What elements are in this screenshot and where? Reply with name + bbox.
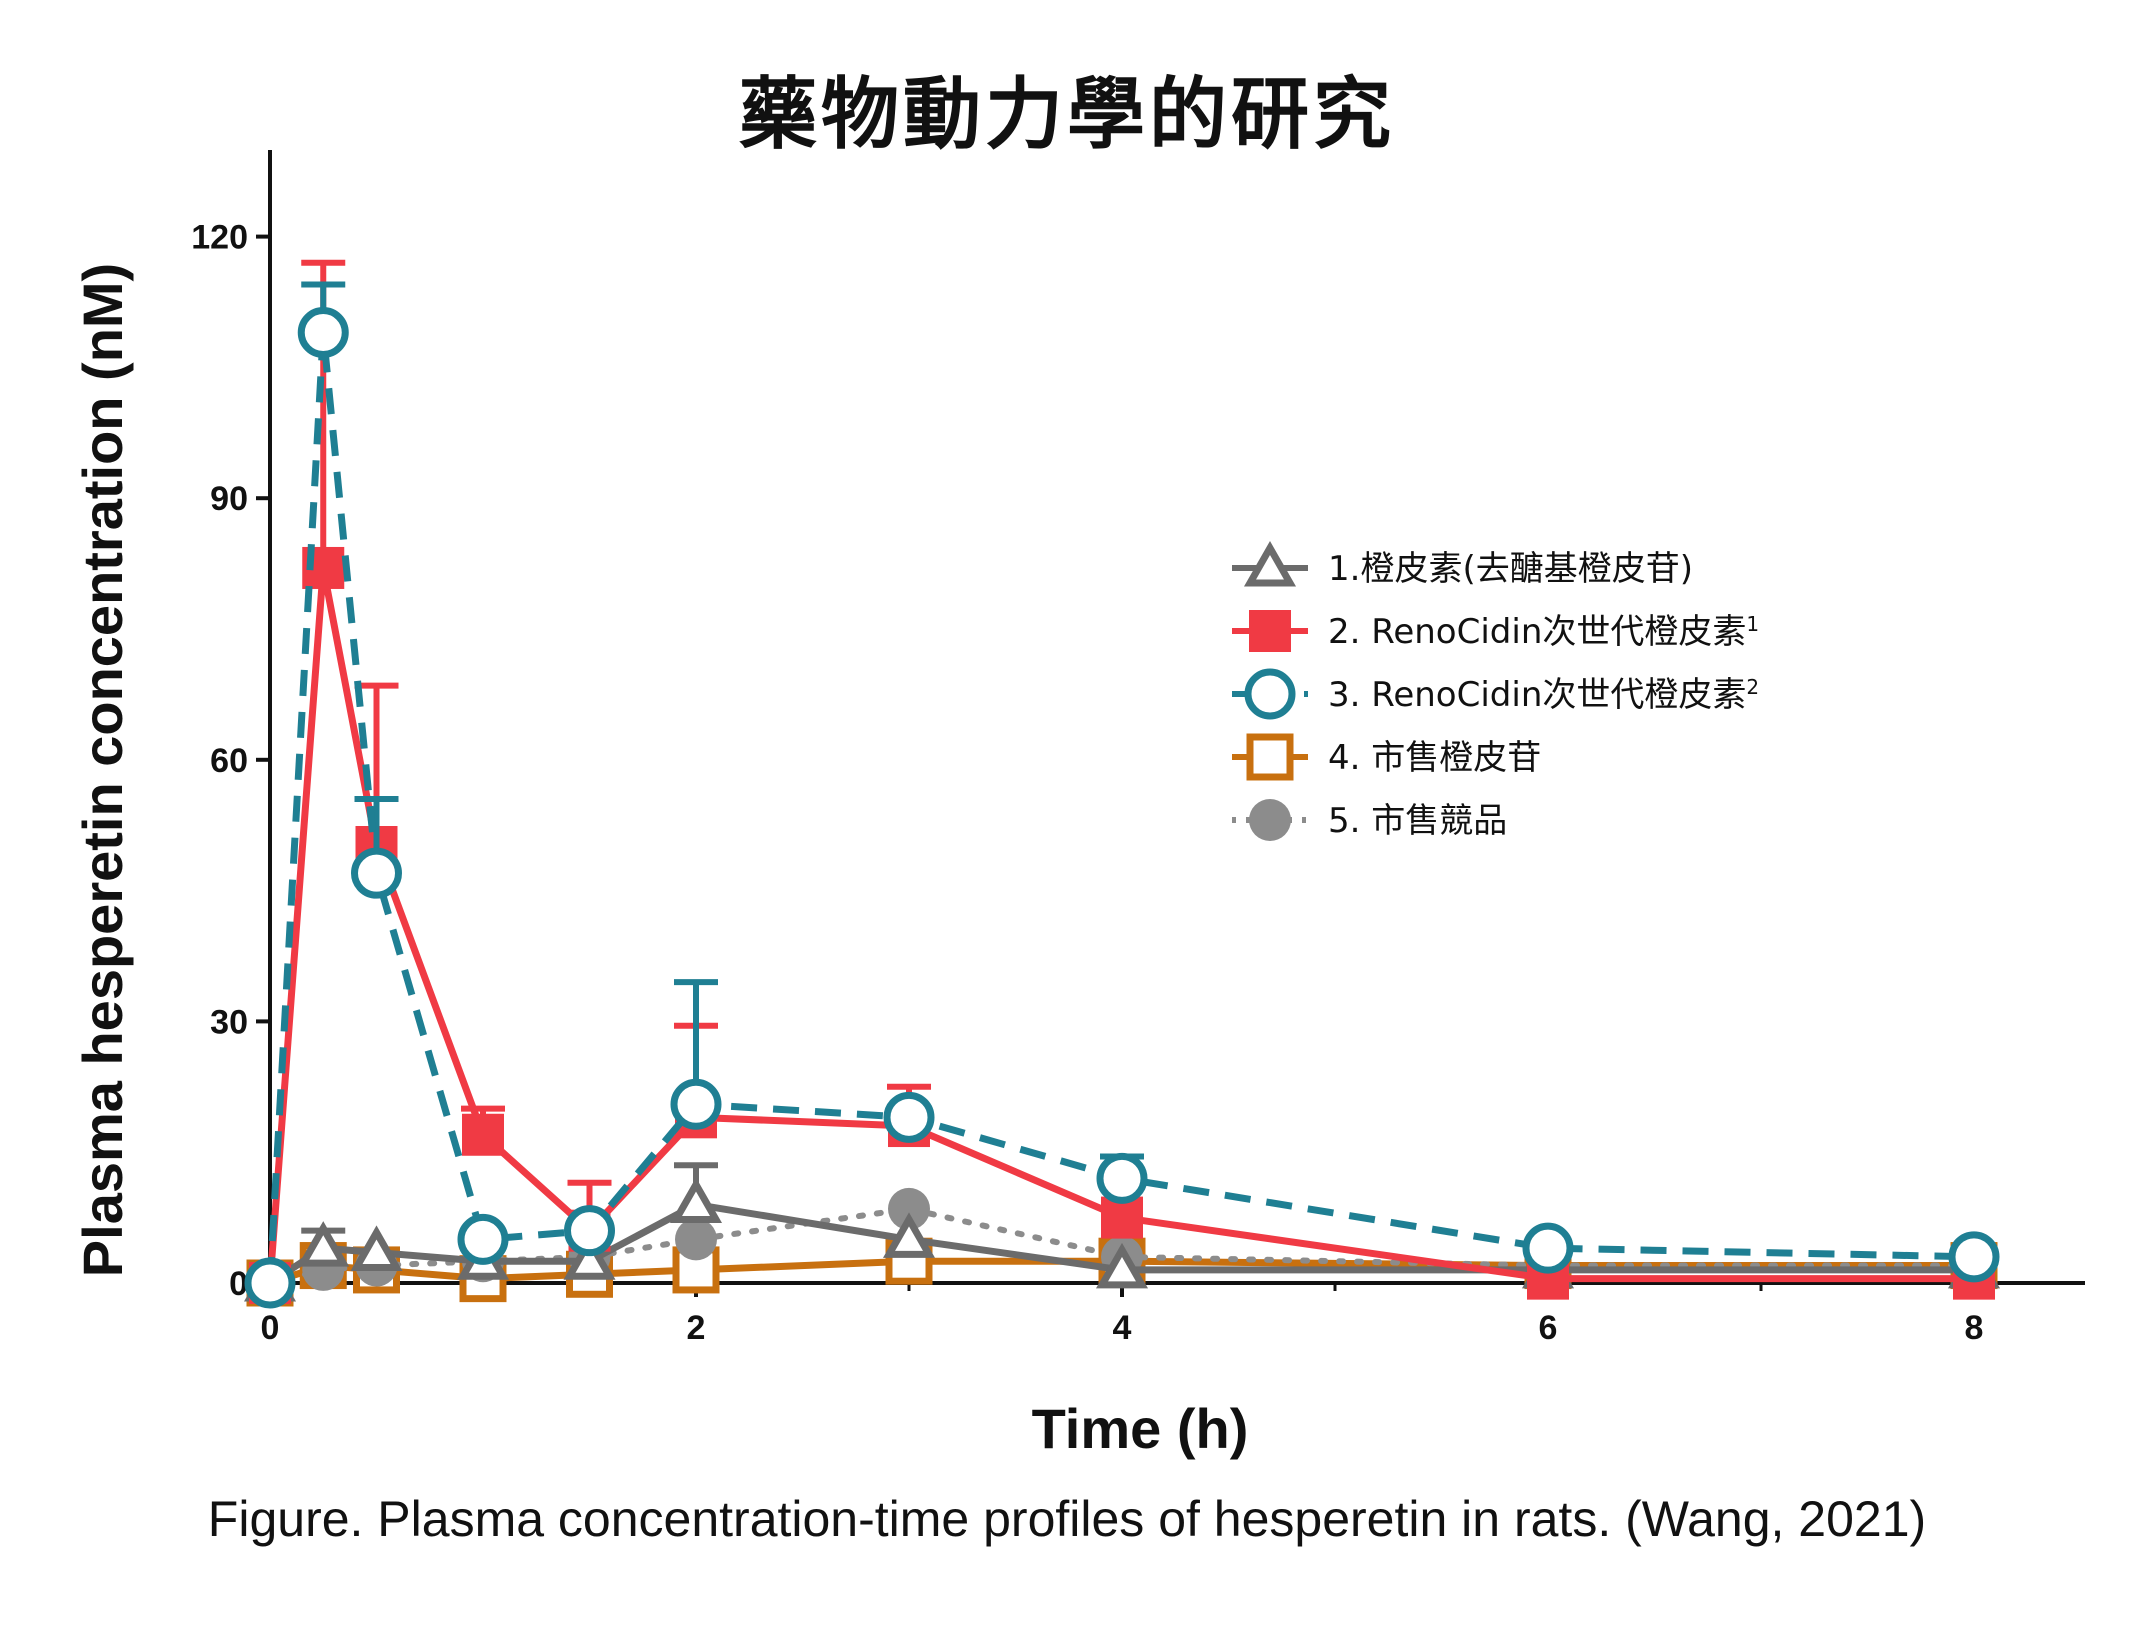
legend-marker	[1246, 733, 1294, 781]
x-tick-label: 0	[261, 1309, 280, 1347]
data-point	[1095, 1242, 1149, 1289]
legend-marker	[1244, 668, 1296, 720]
data-point	[462, 1113, 504, 1156]
series-line	[267, 1205, 1977, 1286]
data-point	[563, 1234, 616, 1280]
data-point	[1096, 1152, 1148, 1204]
data-point	[882, 1212, 936, 1258]
data-point	[350, 1225, 403, 1271]
data-point	[564, 1205, 615, 1257]
x-tick-label: 2	[687, 1309, 706, 1347]
data-point	[457, 1213, 509, 1265]
legend-label: 4. 市售橙皮苷	[1328, 738, 1541, 778]
legend-item-5: 5. 市售競品	[1232, 799, 1507, 841]
series-line	[268, 1257, 1974, 1287]
x-axis-label: Time (h)	[1032, 1397, 1249, 1460]
legend-item-4: 4. 市售橙皮苷	[1232, 733, 1541, 781]
figure-caption: Figure. Plasma concentration-time profil…	[207, 1491, 1927, 1547]
data-point	[351, 847, 402, 899]
y-tick-label: 90	[210, 480, 248, 518]
legend-label: 5. 市售競品	[1328, 801, 1507, 841]
data-point	[672, 1246, 720, 1294]
y-tick-label: 0	[229, 1265, 248, 1303]
legend: 1.橙皮素(去醣基橙皮苷) 2. RenoCidin次世代橙皮素1 3. RenoC…	[1232, 540, 1759, 841]
data-point	[669, 1177, 723, 1224]
data-point	[1948, 1231, 2000, 1283]
data-point	[297, 307, 349, 359]
legend-label: 2. RenoCidin次世代橙皮素1	[1328, 612, 1759, 652]
chart: 0 30 60 90 120 0 2 4 6 8 Time (h) Plasma hesperetin…	[71, 150, 2085, 1460]
data-point	[244, 1257, 296, 1309]
data-point	[670, 1078, 722, 1130]
y-tick-label: 60	[210, 742, 248, 780]
data-point	[888, 1187, 930, 1230]
legend-superscript: 1	[1746, 612, 1759, 636]
legend-label: 1.橙皮素(去醣基橙皮苷)	[1328, 549, 1693, 589]
chart-title: 藥物動力學的研究	[738, 70, 1395, 160]
legend-item-3: 3. RenoCidin次世代橙皮素2	[1232, 668, 1759, 720]
legend-marker	[1243, 540, 1297, 587]
data-point	[675, 1218, 717, 1261]
legend-item-2: 2. RenoCidin次世代橙皮素1	[1232, 610, 1759, 652]
data-point	[883, 1091, 935, 1143]
series-2	[249, 259, 1995, 1304]
y-tick-label: 30	[210, 1003, 248, 1041]
legend-superscript: 2	[1746, 675, 1759, 699]
series-line	[266, 564, 1974, 1284]
data-point	[1522, 1222, 1574, 1274]
y-tick-label: 120	[191, 219, 248, 257]
series-3	[244, 281, 2000, 1309]
plot-area	[243, 259, 2001, 1309]
x-tick-label: 8	[1965, 1309, 1984, 1347]
legend-marker	[1249, 799, 1291, 841]
y-axis-label: Plasma hesperetin concentration (nM)	[71, 263, 134, 1277]
legend-label: 3. RenoCidin次世代橙皮素2	[1328, 675, 1759, 715]
axes: 0 30 60 90 120 0 2 4 6 8 Time (h) Plasma hesperetin…	[71, 150, 2085, 1460]
legend-item-1: 1.橙皮素(去醣基橙皮苷)	[1232, 540, 1693, 589]
data-point	[297, 1221, 350, 1267]
series-line	[266, 329, 1975, 1284]
x-tick-label: 6	[1539, 1309, 1558, 1347]
series-line	[268, 1201, 1974, 1286]
legend-marker	[1249, 610, 1291, 652]
x-tick-label: 4	[1113, 1309, 1132, 1347]
